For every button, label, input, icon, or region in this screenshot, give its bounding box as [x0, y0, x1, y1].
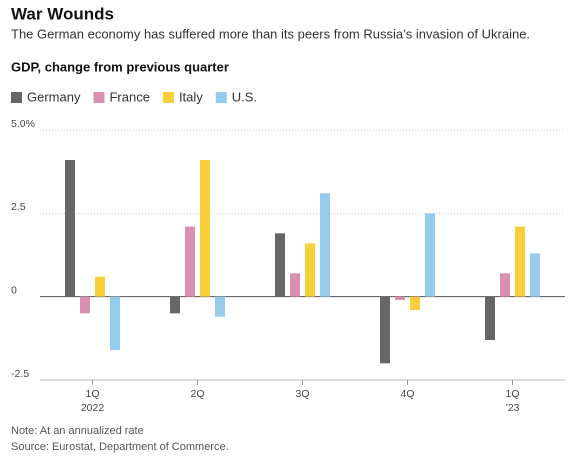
chart-subtitle: The German economy has suffered more tha… — [11, 26, 530, 41]
bar — [275, 233, 285, 297]
x-tick-sublabel: ’23 — [505, 402, 519, 414]
bar — [380, 296, 390, 364]
y-tick-label: 2.5 — [11, 201, 26, 213]
legend-swatch — [93, 92, 105, 103]
bar — [95, 276, 105, 297]
bar — [515, 226, 525, 297]
legend-label: Germany — [27, 89, 81, 104]
bar — [65, 160, 75, 297]
chart-title: War Wounds — [11, 4, 114, 23]
bar — [395, 296, 405, 300]
legend-label: France — [109, 89, 149, 104]
legend-swatch — [215, 92, 227, 103]
y-tick-label: 0 — [11, 284, 17, 296]
bar — [185, 226, 195, 297]
bar — [80, 296, 90, 314]
bar — [500, 273, 510, 297]
bar — [215, 296, 225, 317]
bar — [425, 213, 435, 297]
x-tick-label: 4Q — [400, 388, 414, 400]
legend-label: Italy — [179, 89, 203, 104]
bar — [170, 296, 180, 314]
y-axis-title: GDP, change from previous quarter — [11, 59, 229, 74]
bar — [110, 296, 120, 350]
legend-swatch — [162, 92, 174, 103]
bar — [200, 160, 210, 297]
x-tick-label: 1Q — [505, 388, 519, 400]
bar — [305, 243, 315, 297]
y-tick-label: -2.5 — [11, 368, 29, 380]
x-tick-label: 2Q — [190, 388, 204, 400]
x-tick-label: 1Q — [85, 388, 99, 400]
legend-label: U.S. — [232, 89, 257, 104]
x-tick-label: 3Q — [295, 388, 309, 400]
x-tick-sublabel: 2022 — [81, 402, 105, 414]
bar — [530, 253, 540, 297]
source: Source: Eurostat, Department of Commerce… — [11, 441, 229, 453]
y-tick-label: 5.0% — [11, 118, 35, 130]
bar — [320, 193, 330, 297]
legend-swatch — [11, 92, 22, 103]
note: Note: At an annualized rate — [11, 425, 144, 437]
bar — [410, 296, 420, 310]
bar — [290, 273, 300, 297]
bar — [485, 296, 495, 340]
